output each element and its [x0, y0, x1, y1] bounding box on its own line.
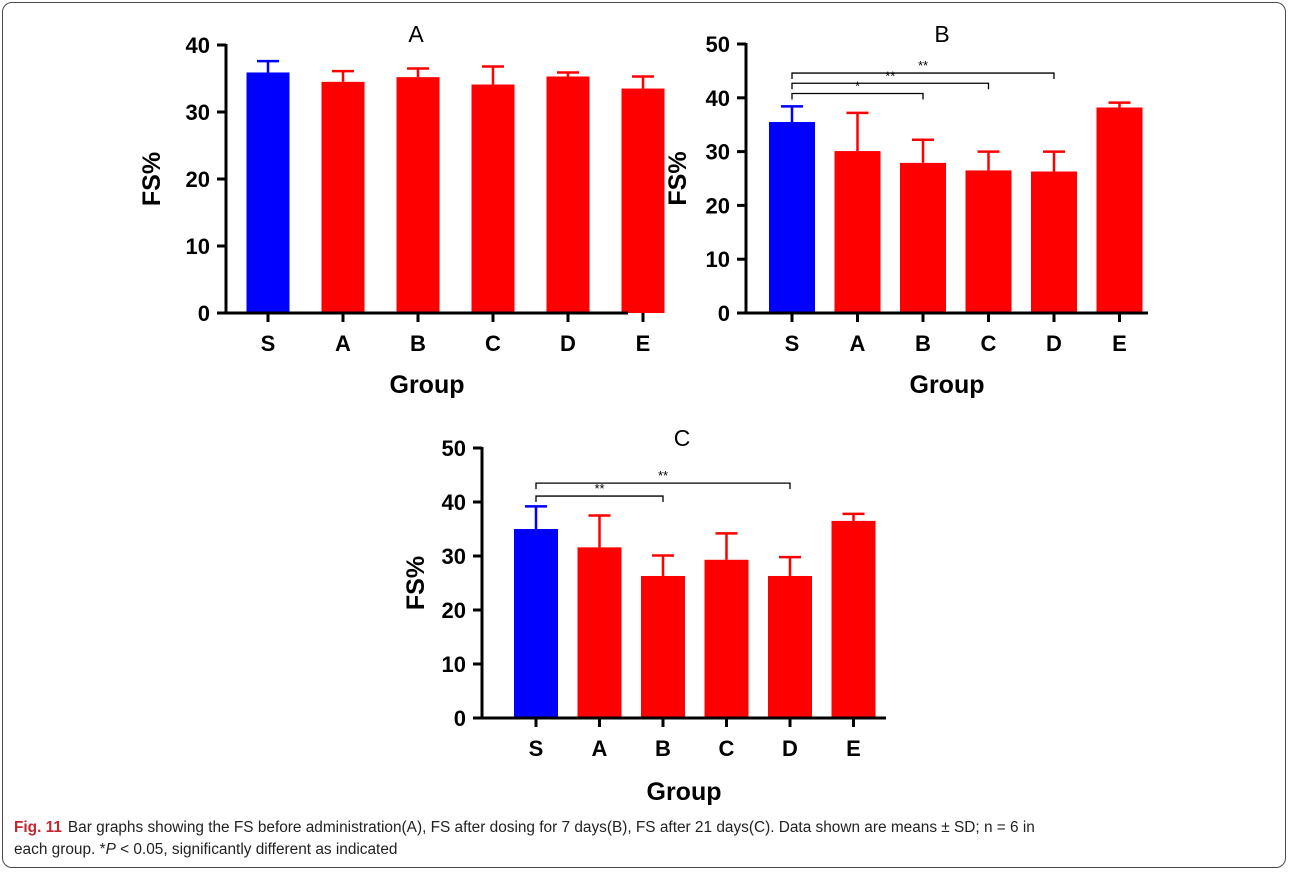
chart-c-x-axis-title: Group — [647, 778, 722, 806]
chart-c-x-tick-label-a: A — [592, 736, 608, 761]
caption-p-symbol: P — [105, 841, 116, 858]
chart-b-bar-e — [1096, 107, 1143, 313]
chart-b-y-tick-label: 50 — [706, 32, 730, 57]
chart-b-y-tick-label: 10 — [706, 247, 730, 272]
chart-c-x-tick-label-c: C — [719, 736, 735, 761]
chart-a-x-tick-label-s: S — [261, 331, 276, 356]
chart-b-bar-d — [1031, 171, 1077, 313]
caption-line-2-end: < 0.05, significantly different as indic… — [115, 841, 398, 858]
caption-line-2-start: each group. * — [14, 841, 106, 858]
chart-a-x-tick-label-c: C — [485, 331, 501, 356]
chart-b-significance-label-3: ** — [918, 58, 928, 73]
chart-b-x-tick-label-a: A — [850, 331, 866, 356]
figure-caption: Fig. 11 Bar graphs showing the FS before … — [14, 817, 1276, 861]
chart-c-y-tick-label: 40 — [442, 490, 466, 515]
chart-b-x-tick-label-d: D — [1046, 331, 1062, 356]
chart-b-significance-bracket-1 — [791, 92, 924, 100]
chart-b-y-axis-title: FS% — [664, 151, 692, 205]
chart-c-significance-bracket-2 — [535, 482, 791, 490]
chart-c-y-tick-label: 0 — [454, 706, 466, 731]
chart-a-y-axis-title: FS% — [138, 152, 166, 206]
chart-b-significance-label-1: * — [855, 78, 860, 93]
chart-a-x-tick-label-a: A — [335, 331, 351, 356]
chart-c-significance-bracket-1 — [535, 495, 664, 503]
chart-c-bar-e — [831, 520, 876, 718]
chart-b-bar-s — [769, 122, 815, 313]
chart-a-bar-d — [546, 76, 590, 314]
chart-a-x-tick-label-d: D — [560, 331, 576, 356]
chart-b-x-axis-title: Group — [910, 371, 985, 399]
chart-b-x-tick-label-c: C — [981, 331, 997, 356]
chart-c-y-tick-label: 30 — [442, 544, 466, 569]
chart-a-y-tick-label: 10 — [186, 234, 210, 259]
chart-b-significance-label-2: ** — [885, 68, 895, 83]
chart-c-x-tick-label-s: S — [529, 736, 544, 761]
chart-b-y-tick-label: 30 — [706, 140, 730, 165]
chart-a-y-tick-label: 20 — [186, 167, 210, 192]
caption-figure-label: Fig. 11 — [14, 819, 62, 836]
chart-c-bar-s — [514, 529, 558, 718]
chart-a-x-tick-label-b: B — [410, 331, 426, 356]
chart-c-bar-a — [577, 547, 622, 718]
chart-c-title: C — [674, 425, 691, 451]
chart-c-x-tick-label-e: E — [846, 736, 861, 761]
chart-c-x-tick-label-b: B — [655, 736, 671, 761]
caption-line-1: Bar graphs showing the FS before adminis… — [67, 819, 1035, 836]
chart-c-bar-b — [641, 575, 685, 718]
chart-a-x-tick-label-e: E — [636, 331, 651, 356]
chart-c-bar-d — [768, 575, 812, 718]
chart-c-y-tick-label: 50 — [442, 436, 466, 461]
chart-c-y-tick-label: 10 — [442, 652, 466, 677]
chart-b-significance-bracket-3 — [791, 72, 1055, 80]
chart-a-y-tick-label: 0 — [198, 301, 210, 326]
chart-b-y-tick-label: 40 — [706, 86, 730, 111]
chart-c-bar-c — [704, 559, 749, 718]
chart-b-y-tick-label: 20 — [706, 193, 730, 218]
chart-c-y-tick-label: 20 — [442, 598, 466, 623]
chart-b-x-tick-label-b: B — [915, 331, 931, 356]
chart-b-x-tick-label-e: E — [1112, 331, 1127, 356]
chart-a-x-axis-title: Group — [390, 371, 465, 399]
chart-a-bar-a — [321, 81, 365, 313]
chart-c-significance-label-2: ** — [658, 468, 668, 483]
chart-b-significance-bracket-2 — [791, 82, 990, 90]
chart-b-bar-b — [900, 162, 946, 313]
chart-c-significance-label-1: ** — [594, 481, 604, 496]
chart-a-y-tick-label: 30 — [186, 100, 210, 125]
chart-c-y-axis-title: FS% — [402, 556, 430, 610]
chart-b-bar-a — [834, 151, 881, 313]
chart-a-y-tick-label: 40 — [186, 33, 210, 58]
chart-b-y-tick-label: 0 — [718, 301, 730, 326]
chart-b-title: B — [934, 21, 949, 47]
chart-a-bar-c — [471, 84, 515, 313]
chart-b-bar-c — [965, 170, 1012, 313]
chart-a-title: A — [408, 21, 424, 47]
chart-c-x-tick-label-d: D — [782, 736, 798, 761]
chart-a-bar-s — [246, 72, 290, 313]
chart-a-bar-b — [396, 77, 440, 313]
chart-b-x-tick-label-s: S — [785, 331, 800, 356]
chart-a-bar-e — [621, 88, 665, 313]
